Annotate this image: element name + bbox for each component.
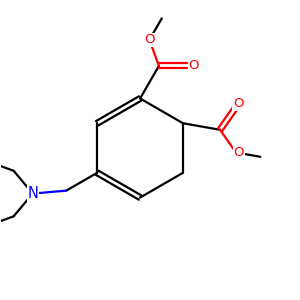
Text: N: N [27, 186, 38, 201]
Text: O: O [234, 146, 244, 159]
Text: O: O [188, 59, 199, 72]
Text: O: O [144, 33, 155, 46]
Text: O: O [233, 97, 244, 110]
